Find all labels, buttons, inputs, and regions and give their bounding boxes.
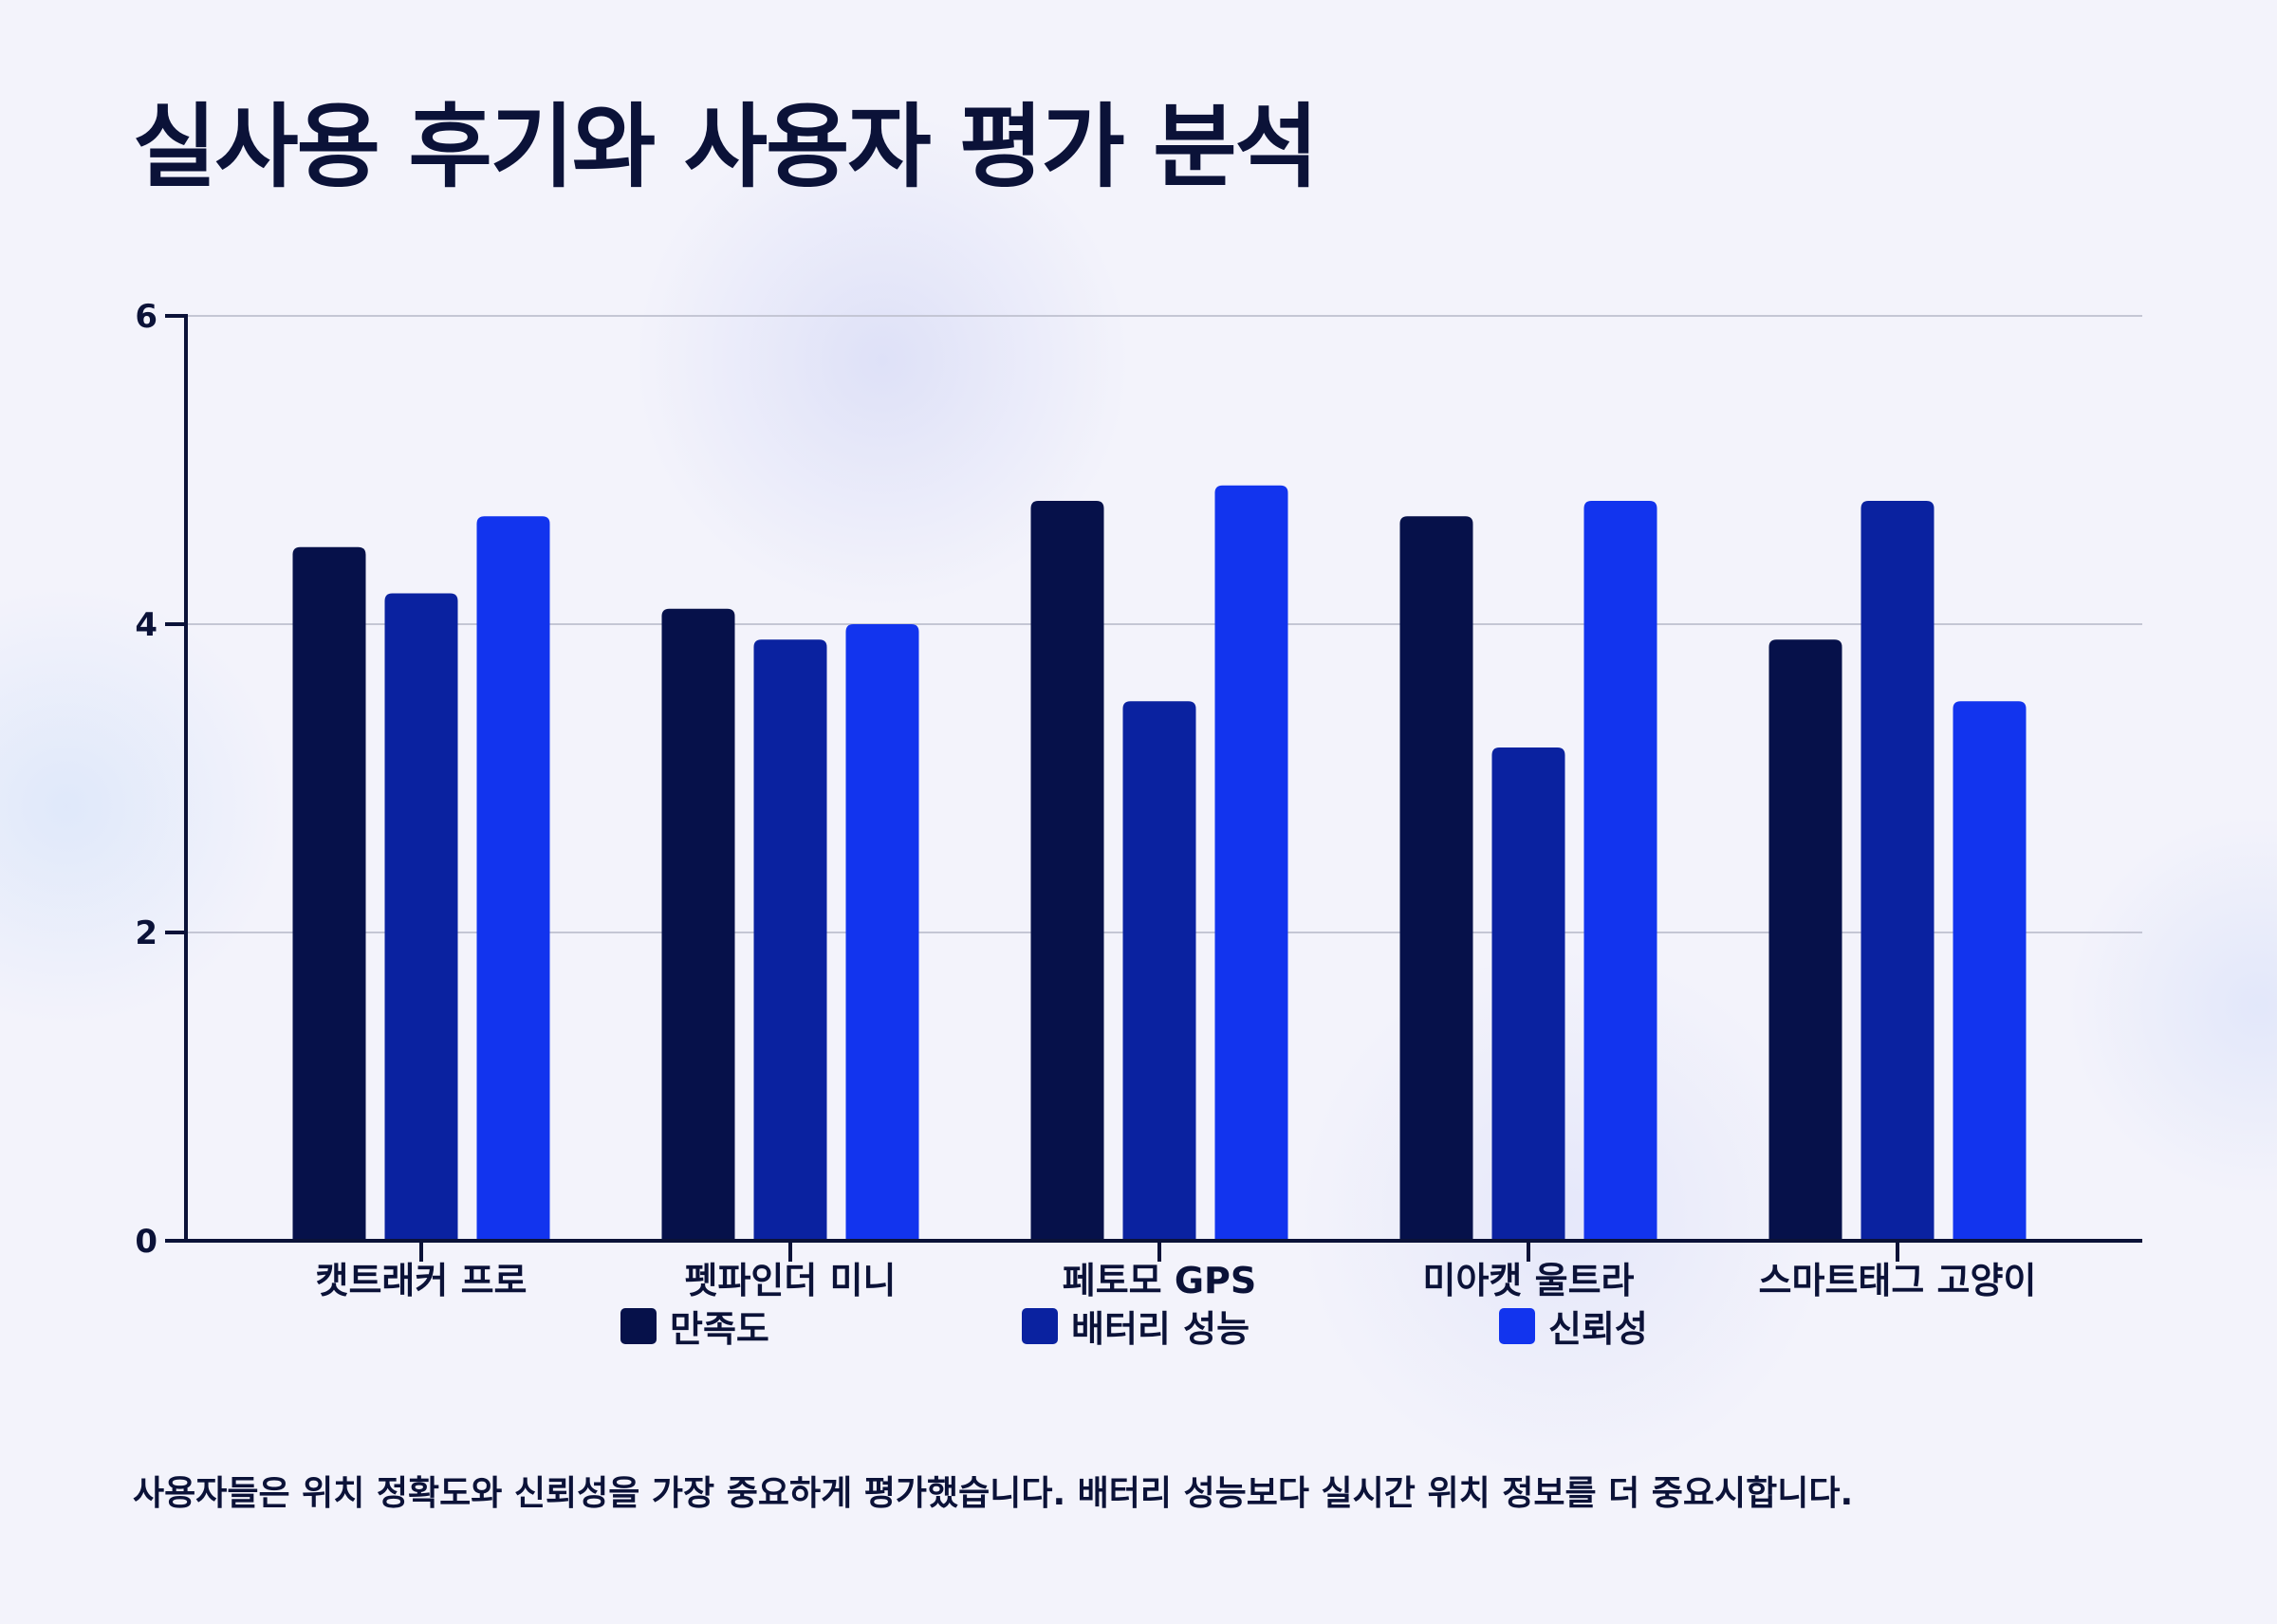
legend-swatch: [1499, 1307, 1535, 1344]
bar-3-3: [1214, 485, 1288, 1241]
legend-label: 배터리 성능: [1071, 1308, 1250, 1350]
chart-caption: 사용자들은 위치 정확도와 신뢰성을 가장 중요하게 평가했습니다. 배터리 성…: [133, 1474, 1854, 1513]
legend-swatch: [620, 1307, 657, 1344]
bar-2-1: [384, 593, 458, 1241]
bar-3-2: [845, 624, 919, 1241]
x-tick-label: 미아캣 울트라: [1423, 1260, 1635, 1301]
y-tick-label: 4: [135, 606, 157, 644]
legend-label: 만족도: [670, 1308, 769, 1350]
legend-swatch: [1022, 1307, 1058, 1344]
axes: [165, 314, 2142, 1262]
y-tick-labels: 0 2 4 6: [135, 298, 157, 1261]
bar-3-4: [1583, 501, 1657, 1241]
x-tick-label: 캣트래커 프로: [316, 1260, 528, 1301]
x-tick-label: 스마트태그 고양이: [1759, 1260, 2037, 1301]
bars: [292, 485, 2027, 1241]
legend-item: 배터리 성능: [1022, 1300, 1250, 1352]
x-tick-label: 펫파인더 미니: [685, 1260, 897, 1301]
legend-item: 신뢰성: [1499, 1300, 1648, 1352]
bar-2-4: [1491, 747, 1565, 1241]
bar-1-3: [1030, 501, 1104, 1241]
x-tick-labels: 캣트래커 프로 펫파인더 미니 페토모 GPS 미아캣 울트라 스마트태그 고양이: [316, 1260, 2037, 1301]
bar-2-2: [753, 639, 827, 1241]
bar-2-5: [1860, 501, 1935, 1241]
y-tick-label: 2: [135, 914, 157, 952]
bar-3-1: [476, 516, 550, 1241]
bar-1-5: [1768, 639, 1842, 1241]
bar-1-1: [292, 546, 366, 1241]
legend-item: 만족도: [620, 1300, 769, 1352]
legend-label: 신뢰성: [1548, 1308, 1648, 1350]
legend: 만족도 배터리 성능 신뢰성: [0, 1300, 2277, 1350]
bar-2-3: [1122, 701, 1196, 1241]
y-tick-label: 0: [135, 1223, 157, 1261]
bar-3-5: [1953, 701, 2027, 1241]
bar-1-2: [661, 608, 735, 1241]
page-title: 실사용 후기와 사용자 평가 분석: [133, 94, 1319, 200]
bar-1-4: [1399, 516, 1473, 1241]
x-tick-label: 페토모 GPS: [1063, 1260, 1257, 1301]
y-tick-label: 6: [135, 298, 157, 336]
